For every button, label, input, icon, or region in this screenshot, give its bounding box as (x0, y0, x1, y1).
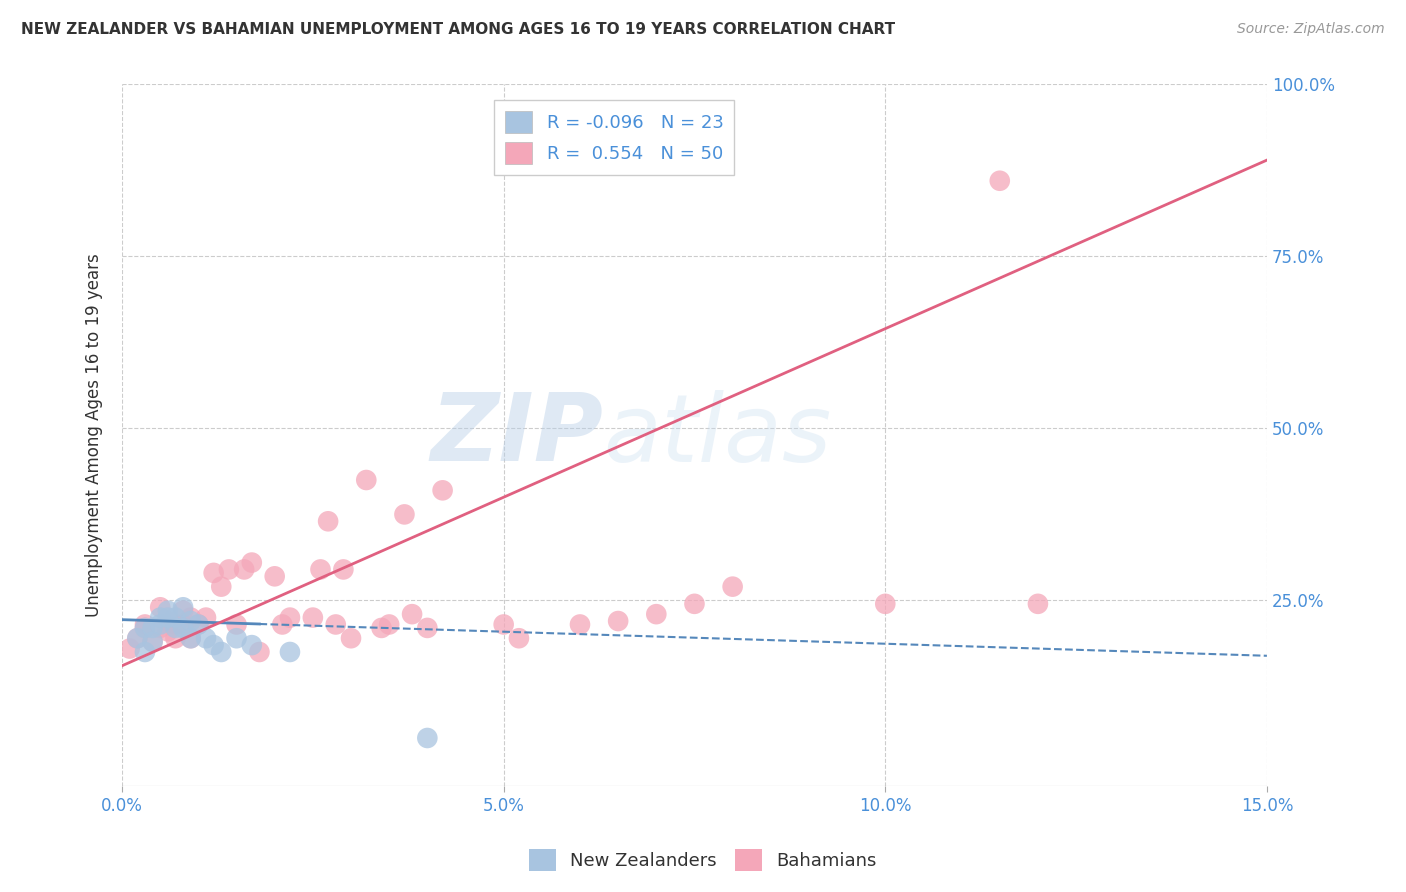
Point (180, 632, 202, 646)
Y-axis label: Unemployment Among Ages 16 to 19 years: Unemployment Among Ages 16 to 19 years (86, 253, 103, 617)
Point (492, 617, 515, 632)
Point (432, 483, 454, 498)
Point (134, 645, 156, 659)
Point (134, 617, 156, 632)
Point (202, 638, 225, 652)
Legend: New Zealanders, Bahamians: New Zealanders, Bahamians (522, 842, 884, 879)
Point (645, 607, 668, 622)
Point (607, 614, 630, 628)
Point (271, 617, 294, 632)
Point (165, 610, 187, 624)
Point (156, 610, 179, 624)
Point (149, 621, 172, 635)
Point (142, 634, 165, 648)
Text: NEW ZEALANDER VS BAHAMIAN UNEMPLOYMENT AMONG AGES 16 TO 19 YEARS CORRELATION CHA: NEW ZEALANDER VS BAHAMIAN UNEMPLOYMENT A… (21, 22, 896, 37)
Point (165, 617, 187, 632)
Point (1026, 597, 1049, 611)
Point (180, 632, 202, 646)
Point (172, 600, 194, 615)
Point (875, 597, 897, 611)
Point (394, 508, 416, 522)
Point (370, 621, 392, 635)
Point (180, 614, 202, 628)
Point (172, 604, 194, 618)
Point (187, 617, 209, 632)
Point (195, 632, 218, 646)
Point (180, 610, 202, 624)
Point (309, 562, 332, 576)
Point (316, 514, 339, 528)
Point (142, 634, 165, 648)
Point (165, 621, 187, 635)
Point (340, 632, 363, 646)
Point (134, 621, 156, 635)
Point (218, 562, 240, 576)
Point (263, 569, 285, 583)
Point (508, 632, 530, 646)
Point (356, 473, 378, 487)
Point (172, 617, 194, 632)
Point (156, 614, 179, 628)
Point (149, 600, 172, 615)
Point (332, 562, 354, 576)
Point (278, 645, 301, 659)
Text: ZIP: ZIP (430, 389, 603, 482)
Point (225, 632, 247, 646)
Point (165, 632, 187, 646)
Point (683, 597, 706, 611)
Legend: R = -0.096   N = 23, R =  0.554   N = 50: R = -0.096 N = 23, R = 0.554 N = 50 (495, 101, 734, 175)
Text: Source: ZipAtlas.com: Source: ZipAtlas.com (1237, 22, 1385, 37)
Point (149, 617, 172, 632)
Text: atlas: atlas (603, 390, 831, 481)
Point (127, 632, 149, 646)
Point (127, 632, 149, 646)
Point (134, 621, 156, 635)
Point (401, 607, 423, 622)
Point (240, 638, 263, 652)
Point (202, 566, 225, 580)
Point (240, 556, 263, 570)
Point (416, 731, 439, 745)
Point (325, 617, 347, 632)
Point (416, 621, 439, 635)
Point (172, 621, 194, 635)
Point (988, 174, 1011, 188)
Point (118, 641, 141, 656)
Point (378, 617, 401, 632)
Point (149, 610, 172, 624)
Point (195, 610, 218, 624)
Point (225, 617, 247, 632)
Point (142, 621, 165, 635)
Point (302, 610, 325, 624)
Point (187, 617, 209, 632)
Point (233, 562, 256, 576)
Point (209, 580, 232, 594)
Point (569, 617, 592, 632)
Point (156, 604, 179, 618)
Point (156, 624, 179, 639)
Point (249, 645, 271, 659)
Point (721, 580, 744, 594)
Point (209, 645, 232, 659)
Point (278, 610, 301, 624)
